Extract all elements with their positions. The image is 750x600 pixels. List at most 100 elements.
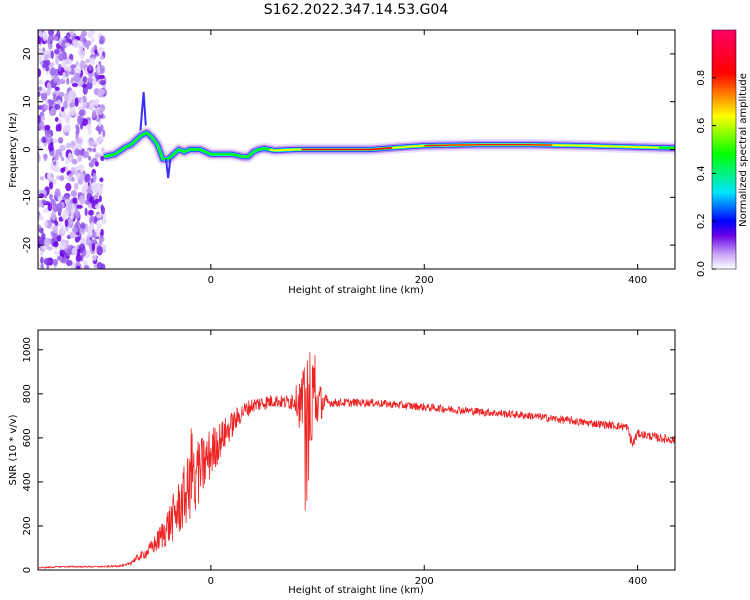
x-tick-label: 400	[628, 576, 647, 587]
noise-blob	[83, 264, 90, 269]
noise-blob	[38, 91, 41, 97]
noise-blob	[82, 260, 88, 266]
noise-blob	[45, 133, 53, 144]
noise-blob	[61, 211, 68, 221]
noise-blob	[74, 236, 80, 243]
noise-blob	[59, 249, 66, 257]
colorbar-tick-label: 0.2	[696, 213, 707, 229]
noise-blob	[77, 115, 83, 125]
noise-blob	[44, 124, 51, 131]
noise-region	[38, 30, 107, 269]
noise-blob	[57, 137, 64, 144]
noise-blob	[56, 202, 63, 213]
noise-blob	[84, 173, 91, 183]
noise-blob	[89, 215, 95, 225]
noise-blob	[92, 76, 97, 87]
noise-blob	[65, 259, 73, 267]
noise-blob	[74, 97, 79, 107]
noise-blob	[79, 61, 85, 69]
noise-blob	[95, 117, 101, 123]
noise-blob	[82, 182, 89, 191]
noise-blob	[91, 242, 95, 252]
noise-blob	[89, 196, 95, 204]
noise-blob	[70, 190, 77, 197]
y-tick-label: -10	[22, 189, 33, 205]
noise-blob	[86, 42, 90, 50]
noise-blob	[92, 109, 97, 119]
noise-blob	[50, 210, 57, 221]
noise-blob	[54, 220, 58, 227]
y-tick-label: 800	[22, 384, 33, 403]
x-tick-label: 0	[208, 275, 214, 286]
figure-title: S162.2022.347.14.53.G04	[264, 2, 449, 18]
noise-blob	[46, 89, 51, 96]
colorbar-tick-label: 0.0	[696, 261, 707, 277]
noise-blob	[43, 237, 51, 248]
noise-blob	[49, 193, 53, 200]
noise-blob	[41, 88, 47, 94]
noise-blob	[63, 125, 68, 133]
noise-blob	[98, 47, 105, 53]
noise-blob	[67, 112, 71, 122]
noise-blob	[64, 218, 69, 228]
noise-blob	[69, 102, 76, 108]
noise-blob	[59, 144, 66, 152]
noise-blob	[79, 195, 86, 205]
noise-blob	[38, 47, 43, 53]
noise-blob	[38, 154, 41, 163]
noise-blob	[95, 98, 99, 108]
noise-blob	[73, 182, 79, 191]
noise-blob	[95, 185, 101, 192]
noise-blob	[98, 127, 102, 135]
y-tick-label: 600	[22, 428, 33, 447]
spectrogram-panel: 0 200 400 -20 -10 0 10 20 Height of straight l…	[8, 29, 676, 296]
noise-blob	[71, 227, 79, 233]
x-tick-label: 400	[628, 275, 647, 286]
noise-blob	[98, 88, 106, 95]
noise-blob	[91, 36, 95, 43]
colorbar-tick-label: 0.4	[696, 165, 707, 181]
snr-frame	[37, 329, 676, 571]
noise-blob	[38, 105, 43, 110]
noise-blob	[60, 167, 65, 174]
noise-blob	[83, 104, 87, 110]
noise-blob	[75, 60, 79, 67]
noise-blob	[71, 177, 75, 182]
noise-blob	[43, 257, 51, 266]
noise-blob	[42, 31, 48, 42]
y-tick-label: 200	[22, 516, 33, 535]
noise-blob	[73, 39, 79, 49]
noise-blob	[58, 91, 65, 98]
snr-y-label: SNR (10 * v/v)	[8, 414, 19, 485]
noise-blob	[67, 152, 73, 162]
noise-blob	[94, 161, 99, 167]
noise-blob	[61, 59, 67, 68]
noise-blob	[102, 129, 106, 138]
noise-blob	[48, 30, 55, 37]
noise-blob	[65, 142, 71, 149]
noise-blob	[93, 194, 99, 199]
noise-blob	[80, 98, 84, 109]
noise-blob	[47, 203, 53, 212]
noise-blob	[40, 91, 48, 101]
noise-blob	[94, 204, 100, 210]
noise-blob	[71, 158, 78, 165]
noise-blob	[65, 175, 70, 180]
noise-blob	[75, 254, 82, 262]
noise-blob	[91, 100, 97, 107]
noise-blob	[57, 123, 62, 132]
noise-blob	[48, 142, 54, 152]
snr-series-line	[38, 352, 675, 569]
noise-blob	[100, 228, 104, 237]
noise-blob	[38, 200, 43, 208]
noise-blob	[93, 140, 101, 146]
noise-blob	[100, 155, 105, 161]
noise-blob	[38, 236, 42, 245]
noise-blob	[96, 213, 103, 219]
noise-blob	[98, 237, 103, 245]
noise-blob	[40, 263, 44, 269]
noise-blob	[57, 196, 62, 202]
noise-blob	[63, 100, 68, 110]
noise-blob	[94, 49, 98, 55]
